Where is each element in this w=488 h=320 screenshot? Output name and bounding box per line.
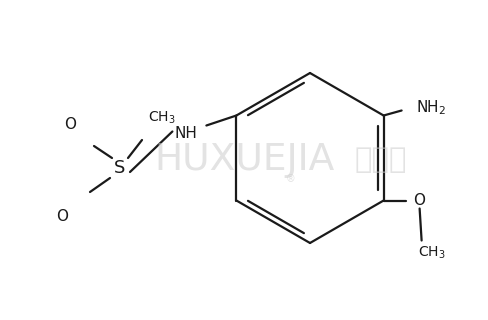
Text: HUXUEJIA: HUXUEJIA (154, 142, 334, 178)
Text: O: O (56, 209, 68, 223)
Text: ®: ® (285, 174, 295, 184)
Text: S: S (114, 159, 126, 177)
Text: NH$_2$: NH$_2$ (416, 98, 446, 117)
Text: NH: NH (175, 126, 198, 141)
Text: O: O (414, 193, 426, 208)
Text: CH$_3$: CH$_3$ (418, 244, 446, 261)
Text: 化学加: 化学加 (354, 146, 407, 174)
Text: O: O (64, 116, 76, 132)
Text: CH$_3$: CH$_3$ (148, 110, 176, 126)
